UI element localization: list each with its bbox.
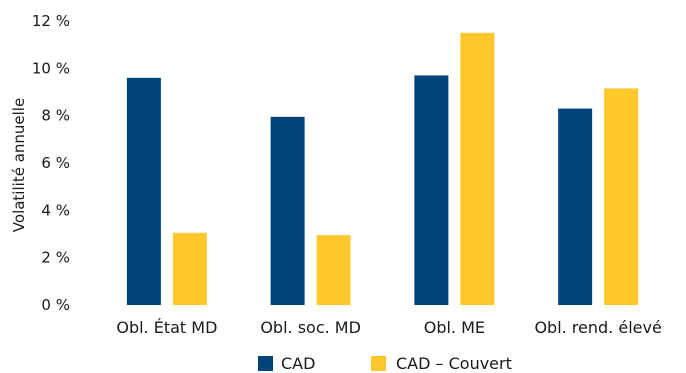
x-category-label: Obl. soc. MD [260,318,361,337]
y-tick-label: 12 % [32,12,70,30]
y-tick-label: 6 % [41,154,70,172]
y-tick-label: 0 % [41,296,70,314]
legend-swatch [371,356,386,371]
y-tick-label: 8 % [41,107,70,125]
y-axis-ticks: 0 % 2 % 4 % 6 % 8 % 10 % 12 % [32,12,70,314]
y-tick-label: 2 % [41,249,70,267]
y-tick-label: 10 % [32,59,70,77]
x-axis-labels: Obl. État MD Obl. soc. MD Obl. ME Obl. rend… [116,318,661,337]
bars-group [126,32,639,305]
legend-label: CAD – Couvert [396,354,512,373]
bar-cad-couvert [172,232,207,305]
bar-cad-couvert [316,235,351,305]
x-category-label: Obl. État MD [116,318,217,337]
bar-cad [270,116,305,305]
bar-cad-couvert [460,32,495,305]
y-tick-label: 4 % [41,201,70,219]
bar-cad [126,77,161,305]
legend: CAD CAD – Couvert [258,354,512,373]
y-axis-title: Volatilité annuelle [10,98,28,232]
legend-label: CAD [281,354,315,373]
x-category-label: Obl. ME [424,318,485,337]
legend-swatch [258,356,273,371]
bar-cad-couvert [604,88,639,305]
bar-cad [558,108,593,305]
x-category-label: Obl. rend. élevé [534,318,661,337]
bar-cad [414,75,449,305]
